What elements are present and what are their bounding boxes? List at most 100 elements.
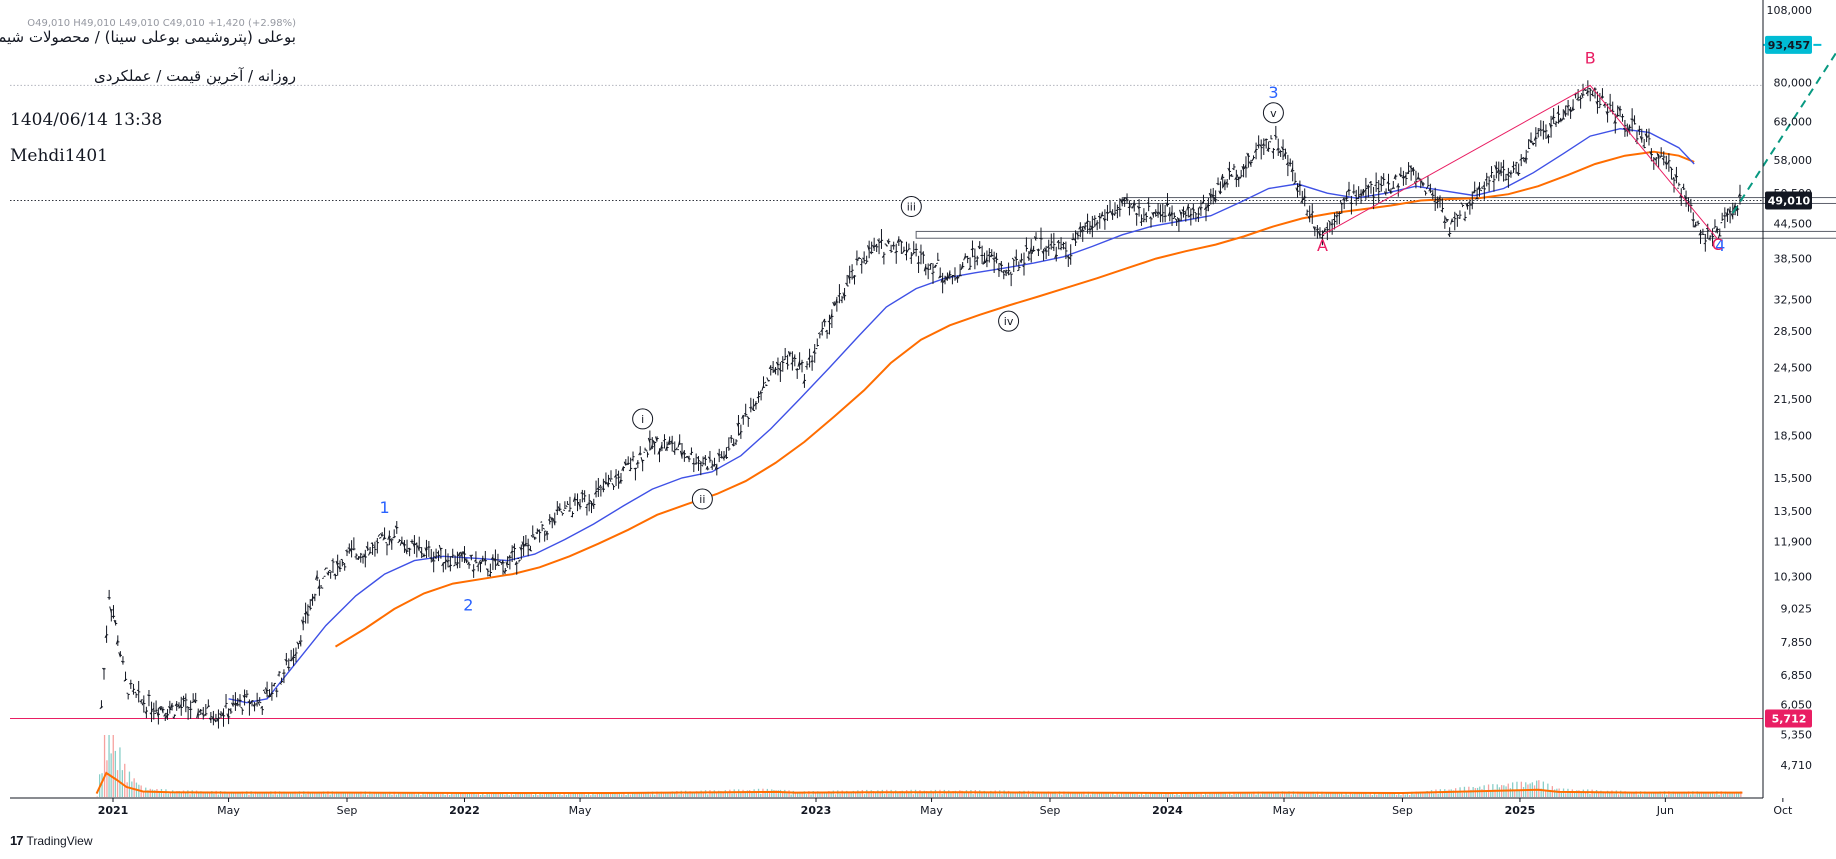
volume-bar [174,791,176,797]
price-bar-open [397,540,400,544]
price-bar-open [731,443,735,447]
volume-bar [254,791,257,797]
price-bar [886,238,891,245]
price-bar-open [464,558,468,564]
volume-bar [1653,792,1655,797]
price-bar-open [906,248,910,252]
price-bar [850,264,854,280]
price-bar-open [457,552,461,557]
volume-bar [1178,795,1180,797]
price-bar [1538,120,1543,137]
price-bar [226,708,231,725]
price-bar-open [1117,208,1121,210]
price-bar [1708,235,1712,241]
volume-bar [852,790,854,797]
price-bar [233,692,238,711]
price-bar-open [257,701,261,706]
volume-bar [594,794,596,797]
axes: 2021 May Sep 2022 May 2023 May Sep 2024 May Sep 202… [10,0,1813,817]
price-bar [568,496,572,512]
price-bar-open [337,566,341,570]
volume-bar [1235,794,1237,797]
volume-bar [1014,791,1016,797]
price-bar-open [1519,158,1522,161]
price-bar-open [1401,176,1404,179]
price-bar-open [1649,151,1652,156]
volume-bar [351,792,353,797]
volume-bar [1196,792,1198,797]
price-bar [1421,181,1425,187]
price-bar [1174,218,1179,227]
price-bar [151,702,156,720]
price-bar [1632,115,1637,125]
volume-bar [968,793,970,797]
price-bar-open [1376,187,1379,190]
price-bar [517,557,521,563]
price-bar-open [1531,142,1534,146]
price-bar [727,437,731,451]
price-bar-open [614,474,617,478]
price-bar-open [1273,134,1277,137]
volume-bar [504,794,506,797]
price-bar-open [1174,218,1178,221]
volume-bar [1711,791,1714,797]
price-bar-open [392,536,395,539]
price-bar [240,706,244,715]
price-bar [342,562,347,571]
price-bar [113,619,118,626]
wave-circle [900,195,922,217]
price-bar-open [756,396,759,399]
volume-bar [638,793,640,797]
volume-bar [1078,792,1081,797]
price-bar-open [252,704,255,708]
price-bar-open [279,682,282,685]
price-bar [1600,88,1605,99]
price-bar [1578,95,1583,109]
price-bar-open [1165,202,1168,207]
tradingview-logo[interactable]: 17 TradingView [10,833,93,848]
price-bar [1290,160,1295,182]
x-tick-label: May [920,804,943,817]
x-tick-label: Sep [1392,804,1413,817]
price-bar [763,381,768,387]
price-bar [1144,212,1148,223]
price-bar-open [107,596,110,599]
price-bar-open [151,708,155,711]
price-bar [1374,172,1378,192]
price-bar [867,240,871,259]
price-bar-open [1672,176,1675,180]
volume-bar [305,794,307,797]
price-bar [1546,134,1551,144]
volume-bar [259,791,261,797]
volume-bar [1604,791,1606,797]
y-tick-label: 24,500 [1774,362,1813,375]
volume-bar [495,793,497,797]
volume-bar [1067,791,1069,797]
price-bar-open [345,549,348,552]
price-bar-open [1295,187,1298,192]
price-bar [812,344,817,363]
volume-bar [1356,793,1358,797]
price-bar [1460,202,1465,208]
price-bar-open [462,550,465,556]
price-bar [392,529,396,539]
volume-bar [257,793,259,797]
volume-bar [713,790,715,797]
price-bar [657,448,662,463]
price-bar-open [109,606,112,613]
price-bar-open [547,519,550,521]
price-bar-open [1125,197,1128,201]
price-bar-open [370,542,373,545]
price-bar [1623,119,1627,137]
price-bar-open [417,545,420,552]
volume-bar [1330,792,1332,797]
volume-bar [1275,793,1277,797]
support-box [915,230,1836,239]
price-bar-open [594,491,597,495]
price-bar-open [441,562,444,567]
price-bar [331,558,335,573]
volume-bar [939,789,941,797]
price-bar-open [1041,250,1045,255]
price-bar-open [992,257,995,261]
